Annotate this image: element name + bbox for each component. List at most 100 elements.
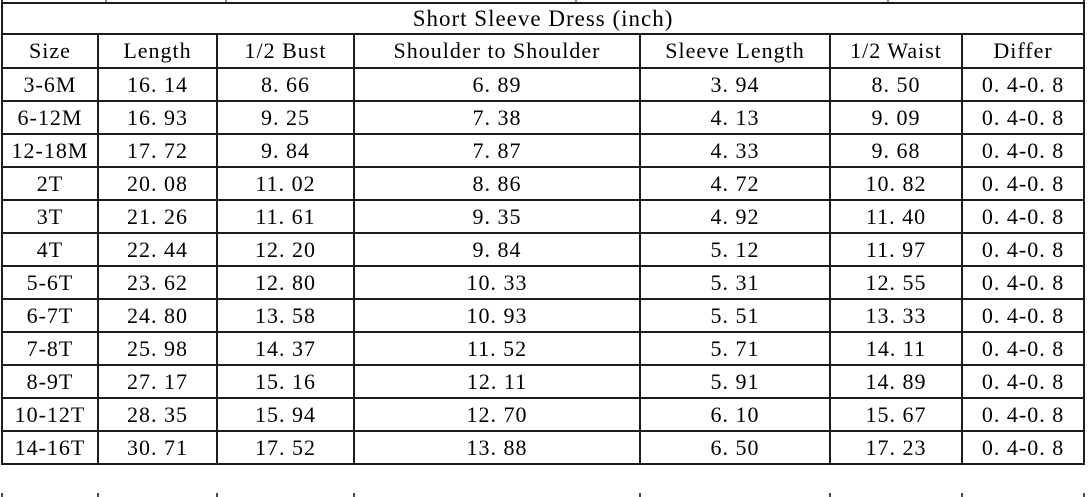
value-cell: 12. 20 (216, 232, 355, 267)
value-cell: 4. 72 (639, 166, 831, 201)
column-border-tick (1, 0, 3, 3)
value-cell: 11. 97 (829, 232, 963, 267)
value-cell: 9. 09 (829, 100, 963, 135)
value-cell: 12. 11 (353, 364, 641, 399)
value-cell: 11. 61 (216, 199, 355, 234)
column-border-tick (829, 493, 831, 497)
size-chart-table: Short Sleeve Dress (inch) Size Length 1/… (0, 2, 1086, 465)
value-cell: 23. 62 (97, 265, 218, 300)
value-cell: 15. 67 (829, 397, 963, 432)
value-cell: 0. 4-0. 8 (960, 430, 1086, 465)
table-row: 6-12M 16. 93 9. 25 7. 38 4. 13 9. 09 0. 4-0. 8 (1, 100, 1086, 135)
value-cell: 13. 88 (353, 430, 641, 465)
value-cell: 9. 84 (216, 133, 355, 168)
value-cell: 0. 4-0. 8 (960, 166, 1086, 201)
value-cell: 6. 89 (353, 67, 641, 102)
column-border-tick (575, 0, 577, 3)
value-cell: 14. 89 (829, 364, 963, 399)
value-cell: 21. 26 (97, 199, 218, 234)
value-cell: 12. 70 (353, 397, 641, 432)
table-row: 14-16T 30. 71 17. 52 13. 88 6. 50 17. 23 0. 4-… (1, 430, 1086, 465)
value-cell: 13. 58 (216, 298, 355, 333)
size-cell: 5-6T (1, 265, 99, 300)
value-cell: 17. 72 (97, 133, 218, 168)
column-border-tick (639, 493, 641, 497)
value-cell: 0. 4-0. 8 (960, 397, 1086, 432)
value-cell: 13. 33 (829, 298, 963, 333)
column-border-tick (216, 493, 218, 497)
value-cell: 11. 02 (216, 166, 355, 201)
table-title-row: Short Sleeve Dress (inch) (0, 2, 1086, 35)
size-cell: 6-7T (1, 298, 99, 333)
value-cell: 3. 94 (639, 67, 831, 102)
size-cell: 7-8T (1, 331, 99, 366)
value-cell: 27. 17 (97, 364, 218, 399)
value-cell: 22. 44 (97, 232, 218, 267)
value-cell: 11. 40 (829, 199, 963, 234)
column-border-tick (105, 0, 107, 3)
size-cell: 12-18M (1, 133, 99, 168)
column-header-half-bust: 1/2 Bust (216, 33, 355, 69)
value-cell: 0. 4-0. 8 (960, 265, 1086, 300)
table-row: 2T 20. 08 11. 02 8. 86 4. 72 10. 82 0. 4-0. 8 (1, 166, 1086, 201)
value-cell: 0. 4-0. 8 (960, 133, 1086, 168)
value-cell: 28. 35 (97, 397, 218, 432)
value-cell: 5. 71 (639, 331, 831, 366)
table-title: Short Sleeve Dress (inch) (0, 2, 1086, 35)
value-cell: 0. 4-0. 8 (960, 364, 1086, 399)
value-cell: 4. 13 (639, 100, 831, 135)
column-border-tick (97, 493, 99, 497)
value-cell: 24. 80 (97, 298, 218, 333)
table-row: 3-6M 16. 14 8. 66 6. 89 3. 94 8. 50 0. 4-0. 8 (1, 67, 1086, 102)
size-cell: 4T (1, 232, 99, 267)
size-cell: 6-12M (1, 100, 99, 135)
column-border-tick (961, 493, 963, 497)
value-cell: 4. 92 (639, 199, 831, 234)
size-cell: 8-9T (1, 364, 99, 399)
value-cell: 14. 11 (829, 331, 963, 366)
value-cell: 9. 35 (353, 199, 641, 234)
table-row: 12-18M 17. 72 9. 84 7. 87 4. 33 9. 68 0. 4-0. … (1, 133, 1086, 168)
column-border-tick (1083, 0, 1085, 3)
value-cell: 5. 12 (639, 232, 831, 267)
value-cell: 17. 23 (829, 430, 963, 465)
value-cell: 30. 71 (97, 430, 218, 465)
value-cell: 5. 31 (639, 265, 831, 300)
column-header-half-waist: 1/2 Waist (829, 33, 963, 69)
column-border-tick (353, 493, 355, 497)
column-border-tick (225, 0, 227, 3)
column-header-size: Size (1, 33, 99, 69)
value-cell: 10. 33 (353, 265, 641, 300)
value-cell: 10. 93 (353, 298, 641, 333)
table-row: 3T 21. 26 11. 61 9. 35 4. 92 11. 40 0. 4-0. 8 (1, 199, 1086, 234)
table-row: 5-6T 23. 62 12. 80 10. 33 5. 31 12. 55 0. 4-0.… (1, 265, 1086, 300)
value-cell: 17. 52 (216, 430, 355, 465)
value-cell: 20. 08 (97, 166, 218, 201)
column-border-tick (1083, 493, 1085, 497)
value-cell: 8. 66 (216, 67, 355, 102)
value-cell: 16. 14 (97, 67, 218, 102)
value-cell: 11. 52 (353, 331, 641, 366)
table-row: 4T 22. 44 12. 20 9. 84 5. 12 11. 97 0. 4-0. 8 (1, 232, 1086, 267)
value-cell: 0. 4-0. 8 (960, 331, 1086, 366)
size-cell: 10-12T (1, 397, 99, 432)
value-cell: 9. 84 (353, 232, 641, 267)
value-cell: 15. 94 (216, 397, 355, 432)
value-cell: 0. 4-0. 8 (960, 298, 1086, 333)
table-header-row: Size Length 1/2 Bust Shoulder to Shoulde… (1, 33, 1086, 69)
value-cell: 0. 4-0. 8 (960, 232, 1086, 267)
table-row: 8-9T 27. 17 15. 16 12. 11 5. 91 14. 89 0. 4-0.… (1, 364, 1086, 399)
value-cell: 5. 51 (639, 298, 831, 333)
value-cell: 9. 68 (829, 133, 963, 168)
table-row: 6-7T 24. 80 13. 58 10. 93 5. 51 13. 33 0. 4-0.… (1, 298, 1086, 333)
size-cell: 2T (1, 166, 99, 201)
column-header-shoulder-to-shoulder: Shoulder to Shoulder (353, 33, 641, 69)
table-row: 10-12T 28. 35 15. 94 12. 70 6. 10 15. 67 0. 4-… (1, 397, 1086, 432)
column-header-differ: Differ (960, 33, 1086, 69)
value-cell: 25. 98 (97, 331, 218, 366)
value-cell: 8. 50 (829, 67, 963, 102)
value-cell: 12. 80 (216, 265, 355, 300)
value-cell: 5. 91 (639, 364, 831, 399)
